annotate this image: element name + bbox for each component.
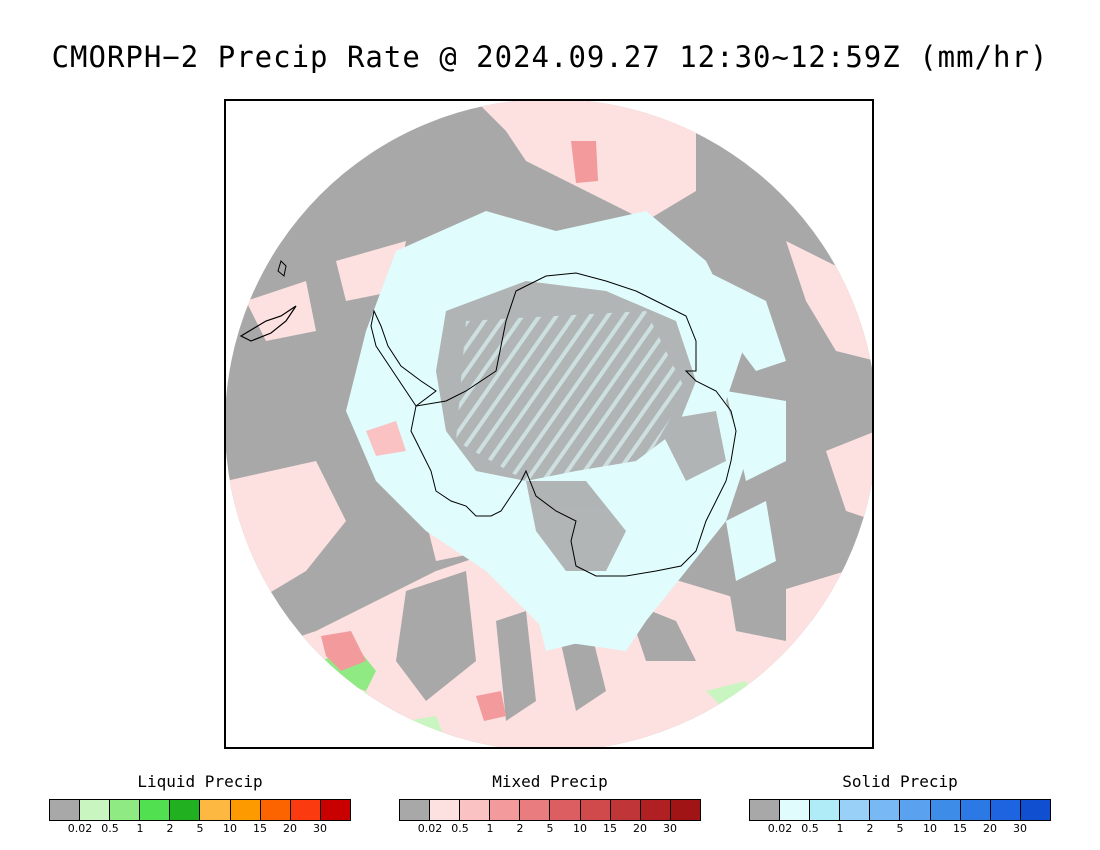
legend-tick-label: 20	[633, 822, 647, 835]
polar-map-svg	[226, 101, 872, 747]
legend-swatch	[140, 800, 171, 820]
legend-swatch	[460, 800, 491, 820]
legend-tick-label: 30	[663, 822, 677, 835]
legend-swatch	[900, 800, 931, 820]
legend-color-bar	[399, 799, 701, 821]
legend-tick-label: 5	[546, 822, 554, 835]
legend-swatch	[870, 800, 901, 820]
chart-title: CMORPH−2 Precip Rate @ 2024.09.27 12:30~…	[51, 40, 1049, 74]
legend-swatch	[580, 800, 611, 820]
legend-swatch	[810, 800, 841, 820]
legend-swatch	[290, 800, 321, 820]
legend-swatch	[840, 800, 871, 820]
legend-tick-label: 10	[573, 822, 587, 835]
legend-swatch	[400, 800, 431, 820]
legend-swatch	[930, 800, 961, 820]
legend-tick-label: 15	[953, 822, 967, 835]
legend-tick-label: 0.5	[451, 822, 469, 835]
legend-swatch	[110, 800, 141, 820]
antarctic-peninsula	[370, 309, 437, 407]
legend-swatch	[170, 800, 201, 820]
south-america-tip	[239, 305, 297, 342]
legend-tick-label: 1	[486, 822, 494, 835]
legend-tick-label: 10	[923, 822, 937, 835]
legend-title: Mixed Precip	[492, 772, 608, 791]
legend-solid: Solid Precip 0.02 0.5 1 2 5 10 15 20 30	[749, 772, 1051, 836]
legend-liquid: Liquid Precip 0.02 0.5 1 2 5 10 15 20 30	[49, 772, 351, 836]
legend-tick-label: 2	[866, 822, 874, 835]
legend-tick-label: 2	[516, 822, 524, 835]
legend-tick-label: 1	[136, 822, 144, 835]
legend-swatch	[320, 800, 350, 820]
legend-swatch	[990, 800, 1021, 820]
legend-ticks: 0.02 0.5 1 2 5 10 15 20 30	[399, 822, 701, 836]
legend-swatch	[200, 800, 231, 820]
mixed-precip-heavy	[321, 141, 598, 721]
legend-tick-label: 5	[196, 822, 204, 835]
legend-title: Liquid Precip	[137, 772, 263, 791]
legend-tick-label: 1	[836, 822, 844, 835]
legend-tick-label: 15	[603, 822, 617, 835]
legend-swatch	[1020, 800, 1050, 820]
legend-tick-label: 0.5	[801, 822, 819, 835]
legend-title: Solid Precip	[842, 772, 958, 791]
legend-tick-label: 20	[283, 822, 297, 835]
legend-tick-label: 0.02	[67, 822, 93, 835]
legend-tick-label: 0.02	[417, 822, 443, 835]
legend-tick-label: 5	[896, 822, 904, 835]
legend-mixed: Mixed Precip 0.02 0.5 1 2 5 10 15 20 30	[399, 772, 701, 836]
island-outline	[277, 260, 287, 277]
legend-swatch	[50, 800, 81, 820]
legend-swatch	[750, 800, 781, 820]
legend-swatch	[430, 800, 461, 820]
legend-swatch	[520, 800, 551, 820]
legend-swatch	[550, 800, 581, 820]
legend-color-bar	[49, 799, 351, 821]
legend-tick-label: 20	[983, 822, 997, 835]
legend-tick-label: 15	[253, 822, 267, 835]
legend-swatch	[80, 800, 111, 820]
legend-tick-label: 30	[1013, 822, 1027, 835]
legend-tick-label: 10	[223, 822, 237, 835]
legend-color-bar	[749, 799, 1051, 821]
precip-map	[224, 99, 874, 749]
legend-swatch	[960, 800, 991, 820]
antarctic-streaks	[456, 311, 686, 481]
legend-swatch	[230, 800, 261, 820]
legend-swatch	[610, 800, 641, 820]
legend-tick-label: 2	[166, 822, 174, 835]
legend-ticks: 0.02 0.5 1 2 5 10 15 20 30	[749, 822, 1051, 836]
legend-tick-label: 0.02	[767, 822, 793, 835]
legend-tick-label: 30	[313, 822, 327, 835]
antarctica-coastline	[410, 272, 737, 577]
legend-swatch	[640, 800, 671, 820]
legend-swatch	[490, 800, 521, 820]
legend-swatch	[670, 800, 700, 820]
legend-tick-label: 0.5	[101, 822, 119, 835]
legend-swatch	[780, 800, 811, 820]
legend-swatch	[260, 800, 291, 820]
legend-ticks: 0.02 0.5 1 2 5 10 15 20 30	[49, 822, 351, 836]
